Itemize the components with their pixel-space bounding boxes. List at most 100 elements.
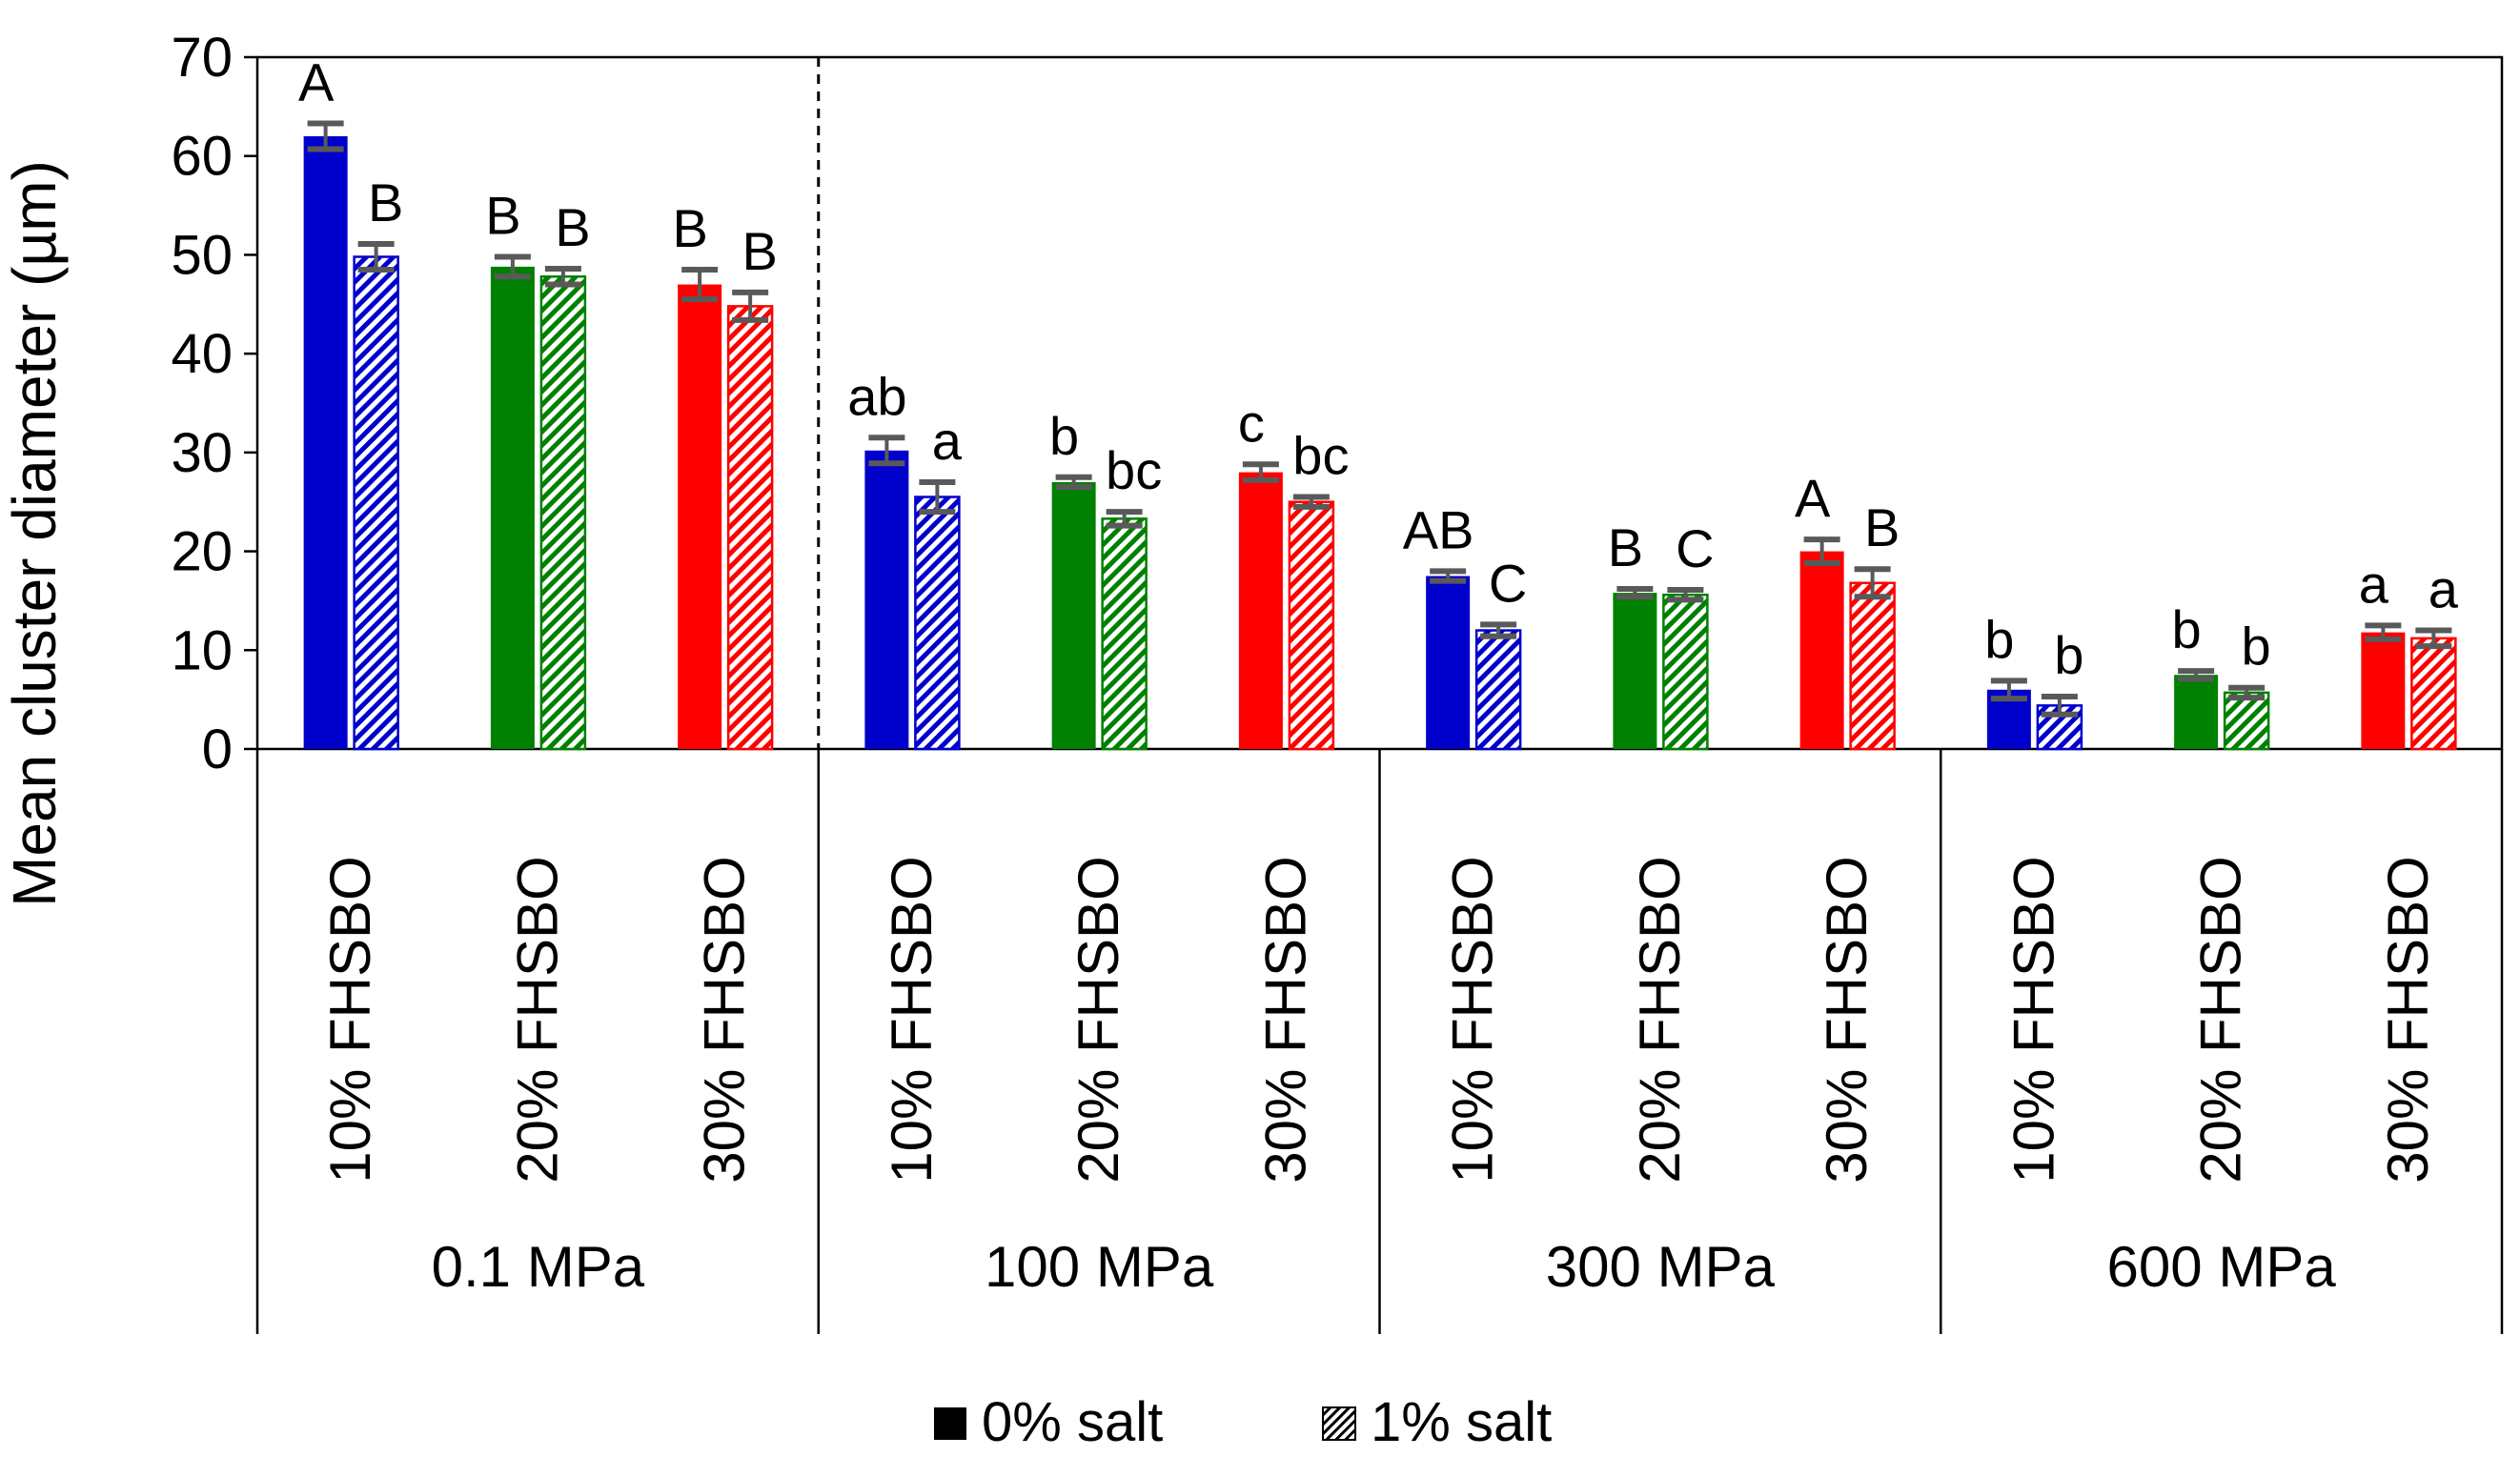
bar-1-salt	[2223, 691, 2270, 751]
category-label: 10% FHSBO	[318, 856, 382, 1183]
category-label: 30% FHSBO	[2376, 856, 2440, 1183]
error-bar	[1055, 474, 1092, 491]
significance-letter: bc	[1292, 426, 1349, 486]
significance-letter: B	[368, 172, 403, 233]
error-bar	[732, 289, 769, 323]
significance-letter: B	[672, 198, 707, 258]
category-label: 10% FHSBO	[2002, 856, 2065, 1183]
error-bar	[681, 266, 719, 303]
error-bars-layer	[307, 120, 2452, 718]
y-tick-label: 10	[171, 619, 233, 681]
significance-letter: b	[2172, 599, 2202, 659]
axis-layer: 0 10 20 30 40 50 60 70	[171, 27, 2504, 1334]
bar-1-salt	[353, 255, 399, 751]
plot-frame	[255, 55, 2504, 751]
y-tick-label: 40	[171, 323, 233, 385]
error-bar	[2415, 627, 2452, 650]
category-label: 20% FHSBO	[505, 856, 569, 1183]
bar-0-salt	[490, 266, 535, 749]
bar-1-salt	[914, 496, 961, 751]
error-bar	[1480, 621, 1517, 639]
error-bar	[1667, 587, 1704, 603]
bar-0-salt	[1613, 593, 1657, 749]
significance-letter: C	[1489, 553, 1527, 613]
significance-letter: a	[2359, 554, 2389, 614]
legend-label-1-salt: 1% salt	[1371, 1391, 1552, 1453]
error-bar	[1854, 566, 1891, 600]
y-tick-label: 50	[171, 224, 233, 286]
error-bar	[494, 253, 531, 280]
y-tick-label: 60	[171, 126, 233, 188]
significance-letter: b	[2054, 625, 2083, 685]
bar-0-salt	[678, 284, 722, 749]
error-bar	[868, 435, 905, 467]
category-label: 30% FHSBO	[1815, 856, 1879, 1183]
significance-letter: AB	[1403, 499, 1474, 559]
error-bar	[544, 265, 581, 288]
bar-0-salt	[2174, 675, 2219, 749]
error-bar	[307, 120, 344, 152]
category-label: 30% FHSBO	[693, 856, 757, 1183]
bar-1-salt	[1662, 593, 1709, 751]
significance-letter: b	[1049, 406, 1079, 466]
category-label: 30% FHSBO	[1253, 856, 1317, 1183]
error-bar	[2178, 668, 2215, 682]
error-bar	[1803, 536, 1840, 567]
bar-1-salt	[2410, 637, 2457, 751]
error-bar	[2041, 694, 2078, 718]
bar-1-salt	[1288, 500, 1335, 751]
error-bar	[1616, 585, 1654, 600]
significance-letter: A	[1795, 468, 1831, 528]
pressure-label: 0.1 MPa	[432, 1235, 645, 1299]
significance-letter: b	[1984, 609, 2014, 669]
y-tick-label: 30	[171, 422, 233, 484]
bar-1-salt	[1849, 581, 1896, 751]
bar-0-salt	[1426, 576, 1471, 749]
bar-1-salt	[539, 274, 587, 751]
significance-letter: B	[555, 197, 590, 257]
error-bar	[1242, 461, 1279, 483]
significance-letter: a	[2429, 559, 2459, 619]
significance-letter: B	[1864, 497, 1900, 557]
error-bar	[357, 241, 395, 273]
error-bar	[919, 478, 956, 516]
bar-0-salt	[303, 135, 348, 749]
significance-letter: B	[1608, 517, 1643, 577]
x-labels-layer: 0.1 MPa 10% FHSBO 20% FHSBO 30% FHSBO 100 MP…	[318, 856, 2440, 1299]
significance-letter: B	[485, 186, 520, 246]
error-bar	[1106, 509, 1143, 529]
significance-letter: ab	[847, 366, 906, 426]
y-tick-label: 0	[202, 718, 233, 780]
bars-layer	[303, 135, 2457, 751]
error-bar	[1292, 494, 1330, 510]
bar-0-salt	[864, 450, 909, 749]
significance-letter: c	[1238, 393, 1265, 453]
legend-label-0-salt: 0% salt	[982, 1391, 1163, 1453]
pressure-label: 100 MPa	[985, 1235, 1214, 1299]
error-bar	[2365, 622, 2402, 642]
significance-letter: A	[298, 51, 335, 111]
category-label: 10% FHSBO	[880, 856, 944, 1183]
category-label: 10% FHSBO	[1441, 856, 1505, 1183]
y-axis-title: Mean cluster diameter (µm)	[0, 160, 69, 907]
bar-0-salt	[1051, 481, 1096, 749]
error-bar	[1990, 678, 2027, 702]
legend-swatch-hatched	[1322, 1406, 1356, 1441]
category-label: 20% FHSBO	[1628, 856, 1692, 1183]
category-label: 20% FHSBO	[2189, 856, 2253, 1183]
bar-1-salt	[1101, 517, 1148, 751]
bar-0-salt	[2361, 632, 2406, 749]
legend-swatch-solid	[934, 1407, 966, 1440]
error-bar	[2228, 684, 2266, 701]
significance-letter: B	[742, 221, 777, 281]
y-tick-label: 70	[171, 27, 233, 89]
error-bar	[1430, 568, 1467, 584]
significance-letter: b	[2242, 617, 2271, 677]
y-tick-label: 20	[171, 521, 233, 583]
pressure-label: 600 MPa	[2107, 1235, 2337, 1299]
bar-0-salt	[1799, 551, 1844, 749]
bar-1-salt	[1474, 629, 1522, 751]
bar-0-salt	[1238, 472, 1283, 749]
